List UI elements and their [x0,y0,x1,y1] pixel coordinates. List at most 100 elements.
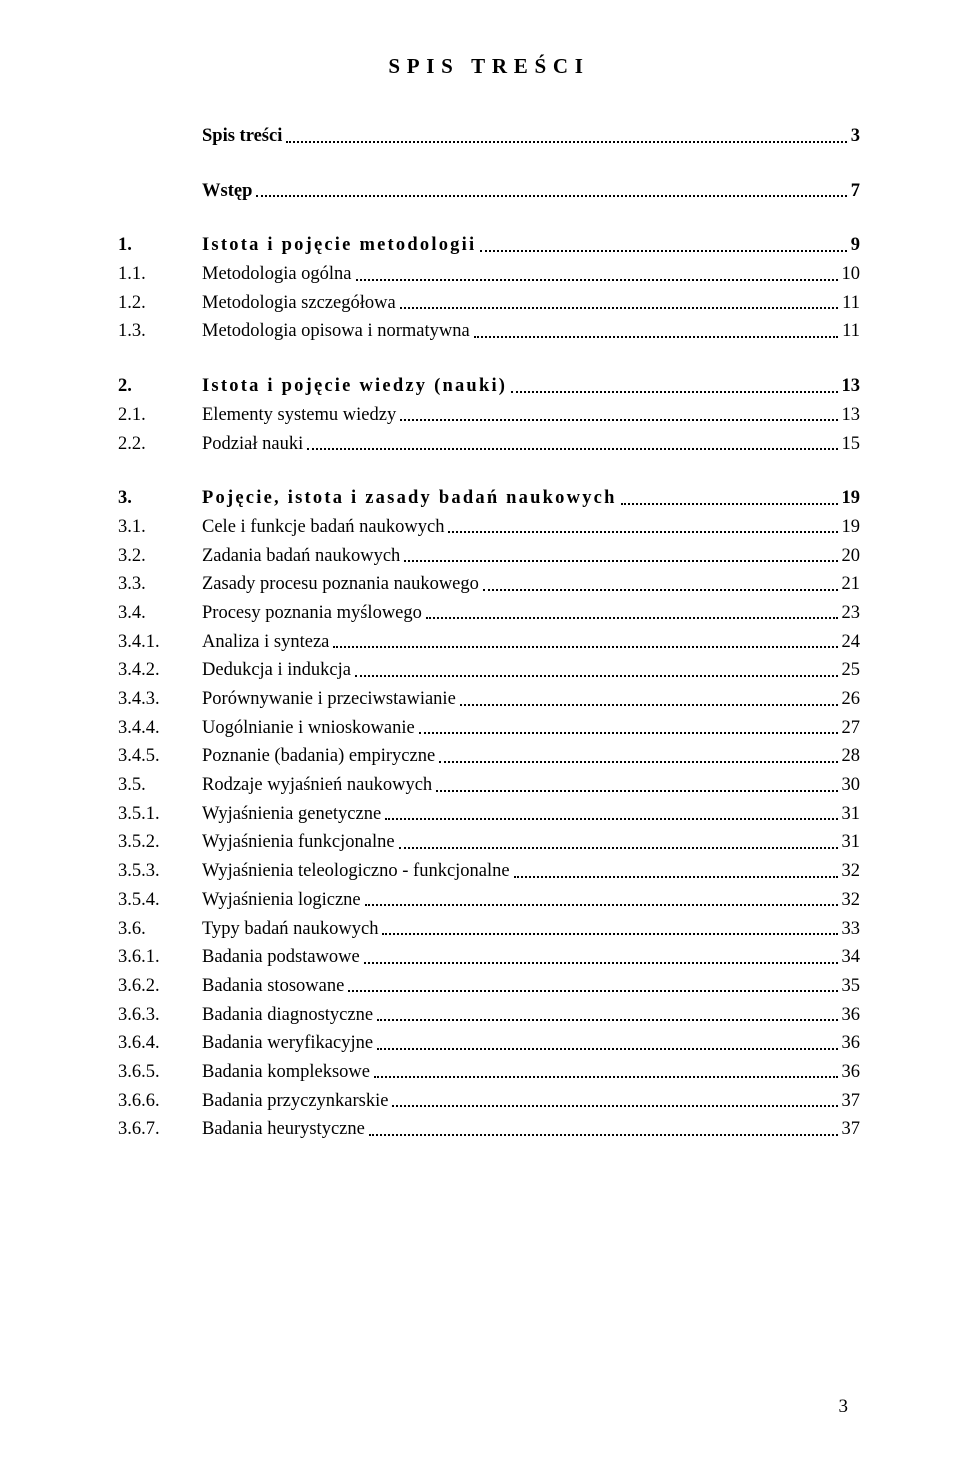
toc-page: 13 [842,377,861,396]
toc-leader-dots [385,808,837,820]
toc-number: 3.3. [118,575,202,594]
toc-leader-dots [419,722,838,734]
toc-row: 3.6.Typy badań naukowych33 [118,920,860,939]
toc-page: 3 [851,127,860,146]
toc-row: 3.Pojęcie, istota i zasady badań naukowy… [118,489,860,508]
toc-row: 3.4.3.Porównywanie i przeciwstawianie26 [118,690,860,709]
toc-leader-dots [400,297,839,309]
toc-number: 3.4.3. [118,690,202,709]
toc-leader-dots [382,923,837,935]
toc-leader-dots [377,1038,837,1050]
toc-row: 1.2.Metodologia szczegółowa11 [118,294,860,313]
toc-page: 32 [842,862,861,881]
toc-row: 3.6.1.Badania podstawowe34 [118,948,860,967]
toc-number: 1.1. [118,265,202,284]
toc-number: 3.4. [118,604,202,623]
toc-number: 3.6.3. [118,1006,202,1025]
toc-number: 3.4.5. [118,747,202,766]
toc-label: Badania diagnostyczne [202,1006,373,1025]
toc-label: Wyjaśnienia funkcjonalne [202,833,395,852]
toc-label: Zadania badań naukowych [202,547,400,566]
toc-label: Badania stosowane [202,977,344,996]
toc-label: Istota i pojęcie metodologii [202,236,476,255]
toc-leader-dots [439,751,837,763]
toc-row: 3.4.2.Dedukcja i indukcja25 [118,661,860,680]
toc-leader-dots [436,779,837,791]
toc-row: 3.5.1.Wyjaśnienia genetyczne31 [118,805,860,824]
toc-leader-dots [448,521,837,533]
page: SPIS TREŚCI Spis treści3Wstęp71.Istota i… [0,0,960,1466]
toc-leader-dots [621,493,838,505]
toc-number: 3.5.3. [118,862,202,881]
toc-label: Rodzaje wyjaśnień naukowych [202,776,432,795]
toc-number: 3.4.2. [118,661,202,680]
toc-number: 3. [118,489,202,508]
toc-label: Wyjaśnienia logiczne [202,891,361,910]
toc-number: 3.4.4. [118,719,202,738]
toc-number: 3.6. [118,920,202,939]
toc-number: 3.2. [118,547,202,566]
toc-page: 36 [842,1006,861,1025]
toc-row: 3.6.7.Badania heurystyczne37 [118,1120,860,1139]
toc-page: 37 [842,1120,861,1139]
toc-number: 3.5.2. [118,833,202,852]
toc-page: 28 [842,747,861,766]
toc-row: 2.1.Elementy systemu wiedzy13 [118,406,860,425]
toc-label: Typy badań naukowych [202,920,378,939]
toc-row: 3.5.2.Wyjaśnienia funkcjonalne31 [118,833,860,852]
toc-row: 3.2.Zadania badań naukowych 20 [118,547,860,566]
footer-page-number: 3 [839,1396,849,1418]
toc-number: 1.2. [118,294,202,313]
toc-page: 35 [842,977,861,996]
toc-page: 36 [842,1063,861,1082]
toc-label: Metodologia ogólna [202,265,352,284]
toc-page: 23 [842,604,861,623]
toc-label: Elementy systemu wiedzy [202,406,396,425]
toc-page: 20 [842,547,861,566]
toc-number: 1.3. [118,322,202,341]
toc-leader-dots [364,952,838,964]
toc-label: Badania przyczynkarskie [202,1092,388,1111]
toc-leader-dots [511,380,837,392]
toc-row: 1.3.Metodologia opisowa i normatywna 11 [118,322,860,341]
toc-page: 25 [842,661,861,680]
toc-page: 34 [842,948,861,967]
toc-label: Metodologia opisowa i normatywna [202,322,470,341]
toc-number: 3.6.4. [118,1034,202,1053]
toc-row: 3.6.5.Badania kompleksowe36 [118,1063,860,1082]
toc-label: Istota i pojęcie wiedzy (nauki) [202,377,507,396]
toc-row: 2.2.Podział nauki15 [118,435,860,454]
toc-row: Wstęp7 [118,182,860,201]
toc-leader-dots [400,409,837,421]
toc-page: 30 [842,776,861,795]
toc-label: Wyjaśnienia teleologiczno - funkcjonalne [202,862,510,881]
toc-leader-dots [514,865,838,877]
toc-leader-dots [365,894,838,906]
toc-body: Spis treści3Wstęp71.Istota i pojęcie met… [118,127,860,1139]
toc-row: 3.1.Cele i funkcje badań naukowych19 [118,518,860,537]
toc-label: Metodologia szczegółowa [202,294,396,313]
toc-label: Badania weryfikacyjne [202,1034,373,1053]
section-gap [118,156,860,182]
toc-leader-dots [356,268,838,280]
toc-page: 11 [842,322,860,341]
toc-page: 36 [842,1034,861,1053]
toc-number: 2.1. [118,406,202,425]
toc-number: 3.5.4. [118,891,202,910]
toc-label: Uogólnianie i wnioskowanie [202,719,415,738]
toc-leader-dots [333,636,837,648]
toc-number: 3.5. [118,776,202,795]
section-gap [118,210,860,236]
toc-label: Zasady procesu poznania naukowego [202,575,479,594]
toc-page: 31 [842,805,861,824]
toc-number: 3.6.7. [118,1120,202,1139]
toc-number: 3.6.2. [118,977,202,996]
toc-number: 2. [118,377,202,396]
toc-leader-dots [369,1124,838,1136]
toc-number: 2.2. [118,435,202,454]
toc-leader-dots [374,1066,838,1078]
toc-row: 3.4.4.Uogólnianie i wnioskowanie27 [118,719,860,738]
toc-number: 3.5.1. [118,805,202,824]
toc-number: 3.6.6. [118,1092,202,1111]
toc-label: Pojęcie, istota i zasady badań naukowych [202,489,617,508]
